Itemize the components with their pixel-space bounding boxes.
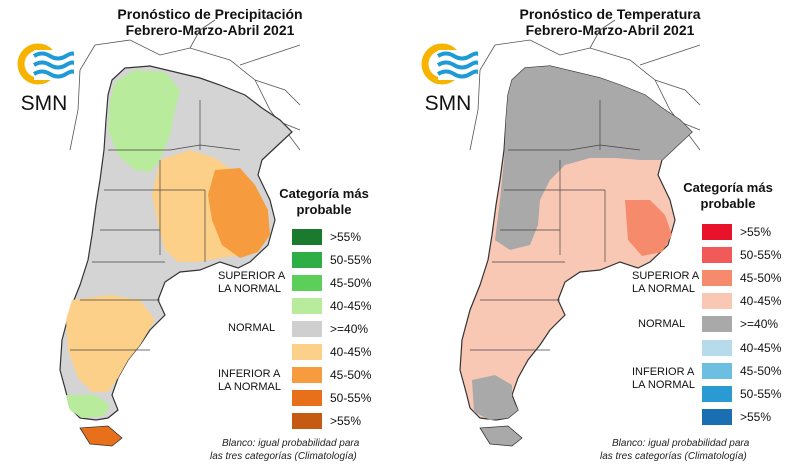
- temperature-map: [459, 19, 701, 447]
- precipitation-title: Pronóstico de Precipitación: [117, 6, 303, 22]
- legend-swatch: [702, 340, 732, 356]
- precipitation-period: Febrero-Marzo-Abril 2021: [125, 22, 295, 38]
- inferior-label-line2: LA NORMAL: [218, 381, 281, 393]
- smn-logo: SMN: [14, 40, 78, 115]
- grey-zone-north: [495, 66, 692, 250]
- climatology-note-line2: las tres categorías (Climatología): [600, 451, 747, 462]
- legend-label: 40-45%: [330, 345, 372, 359]
- legend-swatch: [292, 229, 322, 245]
- inferior-label: INFERIOR A: [218, 368, 281, 380]
- legend-swatch: [702, 293, 732, 309]
- legend-label: >55%: [740, 225, 772, 239]
- inferior-label-line2: LA NORMAL: [632, 379, 695, 391]
- legend-label: 45-50%: [740, 364, 782, 378]
- temperature-panel: Pronóstico de Temperatura Febrero-Marzo-…: [400, 0, 800, 471]
- superior-label: SUPERIOR A: [218, 270, 286, 282]
- smn-logo-text: SMN: [424, 92, 472, 115]
- legend-label: 50-55%: [740, 387, 782, 401]
- legend-label: 50-55%: [740, 248, 782, 262]
- climatology-note: Blanco: igual probabilidad para: [612, 438, 750, 449]
- legend-title-line2: probable: [700, 196, 756, 211]
- normal-label: NORMAL: [638, 318, 686, 330]
- province-borders: [70, 100, 241, 351]
- legend-swatch: [292, 275, 322, 291]
- green-zone-south: [66, 395, 110, 418]
- legend-label: 40-45%: [330, 299, 372, 313]
- legend-swatch: [292, 367, 322, 383]
- legend-swatch: [702, 224, 732, 240]
- legend-swatch: [292, 390, 322, 406]
- legend-label: >=40%: [330, 322, 369, 336]
- legend-title: Categoría más: [279, 186, 369, 201]
- legend-swatch: [702, 363, 732, 379]
- legend-label: >55%: [330, 230, 362, 244]
- legend-swatch: [292, 321, 322, 337]
- climatology-note-line2: las tres categorías (Climatología): [210, 451, 357, 462]
- legend-swatch: [702, 316, 732, 332]
- salmon-zone-east: [625, 200, 672, 256]
- legend-label: 40-45%: [740, 341, 782, 355]
- legend-label: >55%: [330, 414, 362, 428]
- green-zone-north: [108, 70, 180, 172]
- superior-label: SUPERIOR A: [632, 270, 700, 282]
- legend-swatch: [292, 298, 322, 314]
- legend-label: >=40%: [740, 317, 779, 331]
- climatology-note: Blanco: igual probabilidad para: [222, 438, 360, 449]
- legend-label: 50-55%: [330, 253, 372, 267]
- legend-swatch: [292, 252, 322, 268]
- smn-logo-text: SMN: [20, 92, 68, 115]
- precipitation-map: [59, 19, 301, 447]
- neighbour-borders: [469, 19, 701, 151]
- superior-label-line2: LA NORMAL: [632, 283, 695, 295]
- legend-label: 40-45%: [740, 294, 782, 308]
- legend-title-line2: probable: [296, 202, 352, 217]
- legend-label: 50-55%: [330, 391, 372, 405]
- orange-zone-light-south: [66, 295, 155, 392]
- orange-zone-dark-east: [208, 168, 270, 258]
- legend-label: >55%: [740, 410, 772, 424]
- legend-swatch: [292, 413, 322, 429]
- tierra-del-fuego: [479, 425, 523, 447]
- legend-label: 45-50%: [740, 271, 782, 285]
- legend-swatch: [702, 247, 732, 263]
- smn-sun-icon: [17, 43, 78, 85]
- smn-logo: SMN: [418, 40, 482, 115]
- normal-label: NORMAL: [228, 322, 276, 334]
- temperature-period: Febrero-Marzo-Abril 2021: [525, 22, 695, 38]
- superior-label-line2: LA NORMAL: [218, 283, 281, 295]
- legend-label: 45-50%: [330, 368, 372, 382]
- temperature-title: Pronóstico de Temperatura: [519, 6, 701, 22]
- legend-swatch: [702, 270, 732, 286]
- precipitation-panel: Pronóstico de Precipitación Febrero-Marz…: [14, 6, 372, 462]
- legend-swatch: [292, 344, 322, 360]
- inferior-label: INFERIOR A: [632, 366, 695, 378]
- province-borders: [470, 100, 641, 351]
- legend-title: Categoría más: [683, 180, 773, 195]
- grey-zone-south: [472, 375, 518, 420]
- legend-swatch: [702, 386, 732, 402]
- tierra-del-fuego: [79, 425, 123, 447]
- smn-sun-icon: [421, 43, 482, 85]
- legend-label: 45-50%: [330, 276, 372, 290]
- legend-swatch: [702, 409, 732, 425]
